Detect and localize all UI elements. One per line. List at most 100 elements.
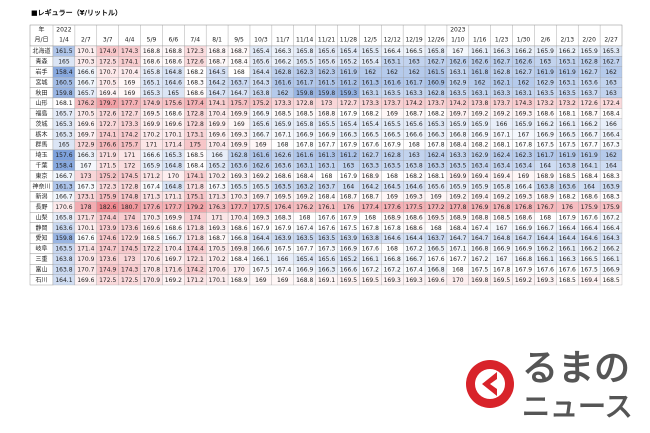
cell-value: 174.5 [121, 246, 138, 253]
date-label: 3/7 [103, 37, 113, 44]
cell-value: 166.6 [340, 266, 357, 273]
cell-value: 169.4 [471, 173, 488, 180]
cell-value: 168.6 [165, 225, 182, 232]
date-label: 1/16 [473, 37, 487, 44]
cell-value: 174.2 [121, 131, 138, 138]
cell-value: 163 [605, 90, 617, 97]
cell-value: 174.1 [121, 59, 138, 66]
cell-value: 164.8 [165, 183, 182, 190]
cell-value: 180.7 [121, 204, 138, 211]
cell-value: 166.9 [296, 131, 313, 138]
cell-value: 166.5 [384, 131, 401, 138]
cell-value: 163.1 [471, 90, 488, 97]
cell-value: 161.6 [252, 152, 269, 159]
cell-value: 168 [408, 142, 420, 149]
cell-value: 163.3 [406, 90, 423, 97]
cell-value: 172.6 [581, 100, 598, 107]
cell-value: 171.4 [165, 142, 182, 149]
cell-value: 169 [255, 142, 267, 149]
cell-value: 166.1 [362, 256, 379, 263]
cell-value: 166.2 [515, 48, 532, 55]
cell-value: 164 [605, 163, 617, 170]
cell-value: 164 [583, 183, 595, 190]
cell-value: 168.5 [296, 111, 313, 118]
prefecture: 新潟 [35, 193, 47, 201]
cell-value: 165.3 [143, 90, 160, 97]
cell-value: 162.8 [274, 69, 291, 76]
cell-value: 169.6 [165, 121, 182, 128]
cell-value: 164.4 [559, 235, 576, 242]
cell-value: 166.9 [493, 246, 510, 253]
cell-value: 169.3 [230, 131, 247, 138]
cell-value: 168.6 [165, 59, 182, 66]
cell-value: 163.6 [581, 79, 598, 86]
cell-value: 165.5 [252, 183, 269, 190]
cell-value: 166.7 [252, 131, 269, 138]
cell-value: 169.2 [165, 277, 182, 284]
cell-value: 162 [474, 79, 486, 86]
cell-value: 166.7 [77, 79, 94, 86]
cell-value: 166.7 [581, 131, 598, 138]
cell-value: 176.7 [537, 204, 554, 211]
cell-value: 171.2 [143, 173, 160, 180]
cell-value: 161.9 [559, 69, 576, 76]
cell-value: 168.2 [559, 194, 576, 201]
cell-value: 161.8 [471, 69, 488, 76]
cell-value: 169.2 [493, 194, 510, 201]
cell-value: 168.6 [230, 225, 247, 232]
cell-value: 164.7 [471, 235, 488, 242]
cell-value: 173 [80, 173, 92, 180]
cell-value: 171.3 [209, 194, 226, 201]
cell-value: 167.6 [427, 256, 444, 263]
cell-value: 166.3 [77, 152, 94, 159]
cell-value: 166.2 [581, 246, 598, 253]
cell-value: 168.5 [602, 277, 619, 284]
cell-value: 168.3 [602, 173, 619, 180]
prefecture: 岐阜 [35, 245, 47, 253]
prefecture: 石川 [35, 277, 47, 284]
cell-value: 167.2 [362, 266, 379, 273]
cell-value: 162.7 [427, 59, 444, 66]
cell-value: 167 [496, 225, 508, 232]
cell-value: 166.6 [406, 131, 423, 138]
cell-value: 159.8 [55, 90, 72, 97]
cell-value: 175.6 [165, 100, 182, 107]
cell-value: 161.3 [55, 183, 72, 190]
cell-value: 177.4 [362, 204, 379, 211]
cell-value: 174.8 [121, 194, 138, 201]
cell-value: 163.6 [55, 225, 72, 232]
cell-value: 162.8 [581, 59, 598, 66]
cell-value: 167.1 [449, 246, 466, 253]
cell-value: 166.9 [340, 246, 357, 253]
cell-value: 169.7 [252, 194, 269, 201]
cell-value: 165.8 [493, 183, 510, 190]
cell-value: 174.3 [121, 266, 138, 273]
cell-value: 167.8 [362, 225, 379, 232]
cell-value: 175.7 [230, 100, 247, 107]
cell-value: 165.2 [209, 163, 226, 170]
cell-value: 176.9 [471, 204, 488, 211]
cell-value: 166.9 [602, 266, 619, 273]
prefecture: 静岡 [35, 224, 47, 232]
date-label: 9/5 [234, 37, 244, 44]
cell-value: 166.7 [165, 235, 182, 242]
cell-value: 163.4 [493, 163, 510, 170]
cell-value: 170.6 [209, 266, 226, 273]
cell-value: 167.9 [340, 214, 357, 221]
corner-label: 月/日 [34, 37, 48, 44]
prefecture: 山梨 [35, 213, 47, 221]
cell-value: 163.9 [602, 183, 619, 190]
cell-value: 168.8 [296, 277, 313, 284]
cell-value: 165.9 [449, 121, 466, 128]
cell-value: 166.9 [515, 225, 532, 232]
prefecture: 三重 [35, 255, 47, 263]
cell-value: 167.8 [515, 142, 532, 149]
cell-value: 162.7 [515, 69, 532, 76]
cell-value: 166.5 [362, 131, 379, 138]
cell-value: 176.2 [77, 100, 94, 107]
cell-value: 169.4 [99, 90, 116, 97]
cell-value: 166.1 [537, 256, 554, 263]
cell-value: 157.6 [55, 152, 72, 159]
cell-value: 182.6 [99, 204, 116, 211]
cell-value: 174.3 [515, 100, 532, 107]
